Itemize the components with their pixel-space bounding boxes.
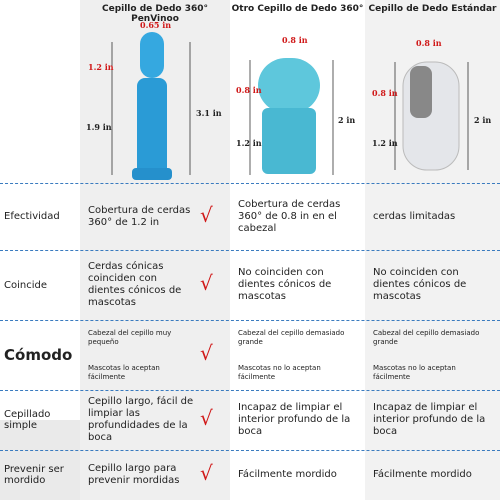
check-mark: √ [200,341,213,365]
cell-text: Incapaz de limpiar el interior profundo … [238,402,351,437]
dimension-label: 1.2 in [88,62,114,72]
cell: Cobertura de cerdas 360° de 0.8 in en el… [238,183,359,250]
cell: Cabezal del cepillo demasiado grande Masc… [238,320,359,390]
row-label: Cepillado simple [4,409,51,431]
check-mark: √ [200,271,213,295]
cell: Incapaz de limpiar el interior profundo … [373,390,494,450]
cell-text: Cepillo largo para prevenir mordidas [88,463,180,486]
cell-text: Cabezal del cepillo demasiado grande [238,328,345,346]
dimension-label: 1.2 in [236,138,262,148]
cell-text: No coinciden con dientes cónicos de masc… [373,267,467,302]
cell-text: Incapaz de limpiar el interior profundo … [373,402,486,437]
cell: Cepillo largo, fácil de limpiar las prof… [88,390,194,450]
cell: No coinciden con dientes cónicos de masc… [238,250,359,320]
row-label: Efectividad [4,211,60,222]
column-title: Otro Cepillo de Dedo 360° [231,4,364,14]
cell-text: Cobertura de cerdas 360° de 0.8 in en el… [238,198,341,234]
cell-text: Cabezal del cepillo muy pequeño [88,328,172,346]
row-divider [0,250,500,251]
cell-text: Mascotas no lo aceptan fácilmente [238,363,321,381]
row-label: Cómodo [4,346,73,364]
cell: cerdas limitadas [373,183,494,250]
row-divider [0,320,500,321]
row-label: Prevenir ser mordido [4,464,64,486]
dimension-label: 3.1 in [196,108,222,118]
cell-text: Cabezal del cepillo demasiado grande [373,328,480,346]
dimension-label: 0.8 in [236,85,262,95]
cell: Cabezal del cepillo muy pequeño Mascotas … [88,320,194,390]
dimension-label: 0.8 in [282,35,308,45]
check-mark: √ [200,202,213,227]
cell-text: Fácilmente mordido [238,469,337,480]
cell-text: Cobertura de cerdas 360° de 1.2 in [88,204,191,228]
cell: Fácilmente mordido [373,450,494,500]
cell-text: Fácilmente mordido [373,469,472,480]
cell: Incapaz de limpiar el interior profundo … [238,390,359,450]
dimension-label: 0.8 in [372,88,398,98]
cell-text: Cepillo largo, fácil de limpiar las prof… [88,396,194,443]
dimension-label: 0.65 in [140,20,172,30]
dimension-label: 1.2 in [372,138,398,148]
cell: Fácilmente mordido [238,450,359,500]
cell: No coinciden con dientes cónicos de masc… [373,250,494,320]
dimension-label: 2 in [338,115,356,125]
cell-text: Mascotas lo aceptan fácilmente [88,363,160,381]
cell: Cepillo largo para prevenir mordidas [88,450,194,500]
cell: Cobertura de cerdas 360° de 1.2 in [88,183,194,250]
cell-text: No coinciden con dientes cónicos de masc… [238,267,332,302]
cell: Cabezal del cepillo demasiado grande Masc… [373,320,494,390]
cell-text: Cerdas cónicas coinciden con dientes cón… [88,261,182,308]
column-title: Cepillo de Dedo 360° PenVinoo [101,4,209,24]
row-divider [0,390,500,391]
check-mark: √ [200,461,213,485]
dimension-label: 0.8 in [416,38,442,48]
column-title: Cepillo de Dedo Estándar [368,4,497,14]
cell-text: Mascotas no lo aceptan fácilmente [373,363,456,381]
row-divider [0,450,500,451]
cell: Cerdas cónicas coinciden con dientes cón… [88,250,194,320]
label-bg [0,420,80,500]
dimension-label: 2 in [474,115,492,125]
row-label: Coincide [4,279,47,291]
product-images [111,32,469,180]
row-divider [0,183,500,184]
check-mark: √ [200,406,213,430]
cell-text: cerdas limitadas [373,210,456,222]
dimension-label: 1.9 in [86,122,112,132]
